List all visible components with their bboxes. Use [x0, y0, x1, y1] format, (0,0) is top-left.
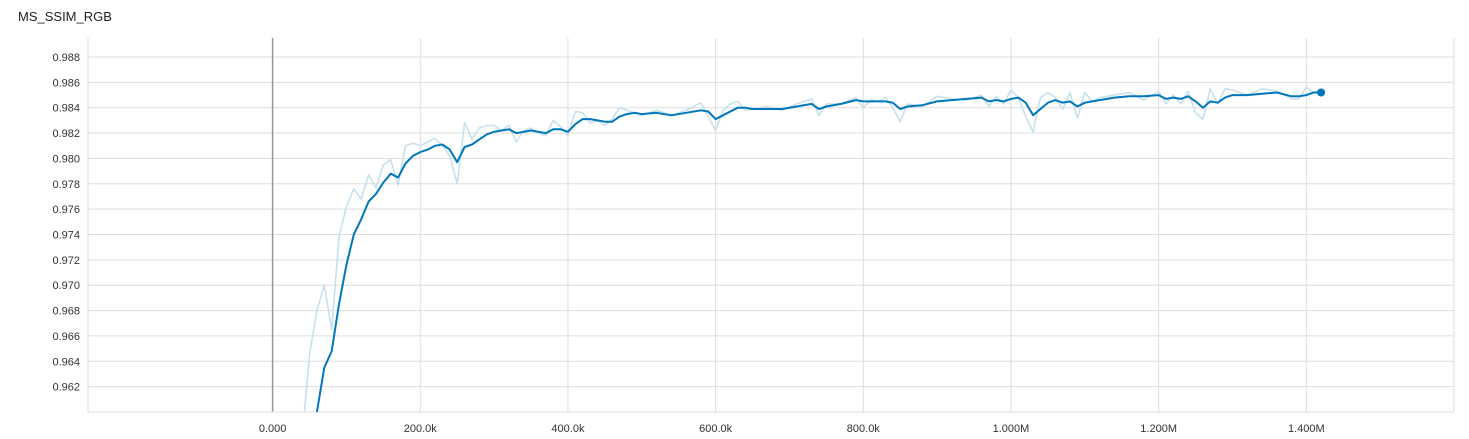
series-layer: [303, 86, 1322, 412]
x-tick-label: 1.200M: [1140, 423, 1177, 435]
y-tick-label: 0.988: [52, 52, 80, 64]
axis-layer: 0.962 0.964 0.966 0.968 0.970 0.972 0.974 0.976…: [52, 52, 1324, 435]
x-tick-label: 600.0k: [699, 423, 733, 435]
y-tick-label: 0.978: [52, 179, 80, 191]
raw-series-line: [303, 86, 1322, 412]
x-tick-label: 200.0k: [404, 423, 438, 435]
y-tick-label: 0.974: [52, 230, 80, 242]
y-tick-label: 0.968: [52, 306, 80, 318]
y-tick-label: 0.986: [52, 77, 80, 89]
last-point-marker: [1317, 88, 1326, 97]
y-tick-label: 0.982: [52, 128, 80, 140]
x-tick-label: 400.0k: [551, 423, 585, 435]
y-tick-label: 0.962: [52, 382, 80, 394]
x-tick-label: 800.0k: [847, 423, 881, 435]
chart-title: MS_SSIM_RGB: [18, 9, 112, 24]
grid-layer: [87, 38, 1455, 413]
y-tick-label: 0.980: [52, 153, 80, 165]
marker-layer: [1317, 88, 1326, 97]
y-tick-label: 0.964: [52, 356, 80, 368]
y-tick-label: 0.966: [52, 331, 80, 343]
y-tick-label: 0.984: [52, 103, 80, 115]
x-tick-label: 0.000: [259, 423, 287, 435]
y-tick-label: 0.976: [52, 204, 80, 216]
x-tick-label: 1.000M: [993, 423, 1030, 435]
y-tick-label: 0.970: [52, 280, 80, 292]
x-tick-label: 1.400M: [1288, 423, 1325, 435]
y-tick-label: 0.972: [52, 255, 80, 267]
smoothed-series-line: [315, 91, 1322, 412]
